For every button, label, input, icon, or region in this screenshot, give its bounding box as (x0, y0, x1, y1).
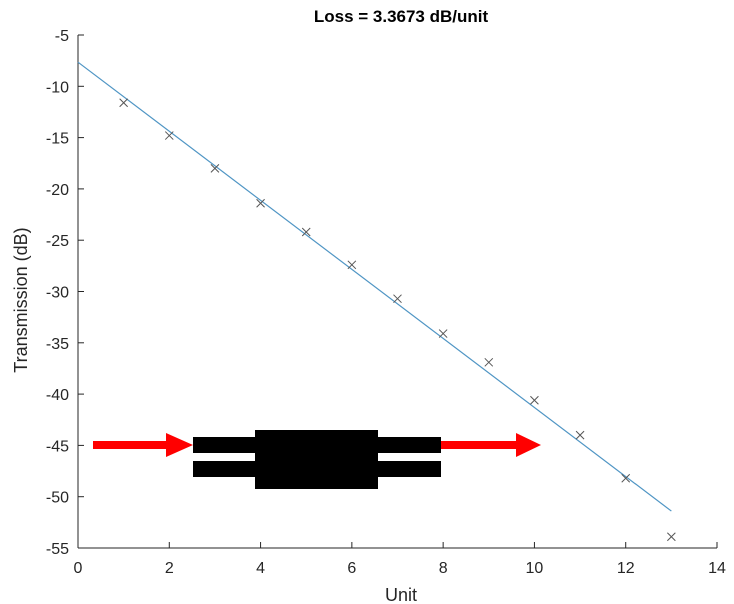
x-tick-label: 2 (165, 560, 174, 577)
x-tick-label: 10 (526, 560, 544, 577)
data-point (484, 357, 494, 367)
data-points (119, 98, 676, 542)
device-schematic (93, 430, 541, 489)
y-tick-label: -45 (46, 438, 69, 455)
x-tick-label: 0 (74, 560, 83, 577)
data-point (256, 198, 265, 208)
x-ticks: 0 2 4 6 8 10 12 14 (74, 542, 726, 577)
y-tick-label: -30 (46, 285, 69, 302)
waveguide-right-top (376, 437, 441, 453)
y-tick-label: -50 (46, 490, 69, 507)
data-point (575, 430, 585, 440)
y-tick-label: -20 (46, 182, 69, 199)
y-tick-label: -5 (55, 28, 69, 45)
plot-area: 0 2 4 6 8 10 12 14 -5-10-15-20-25-30-35-40-45-5… (46, 28, 726, 577)
y-ticks: -5 -10 -15 -20 -25 -30 -35 -40 -45 -50 -55 (46, 28, 84, 558)
data-point (347, 260, 357, 270)
waveguide-right-bottom (376, 461, 441, 477)
waveguide-left-top (193, 437, 258, 453)
data-point (621, 473, 631, 483)
y-tick-label: -55 (46, 541, 69, 558)
y-tick-label: -35 (46, 336, 69, 353)
x-tick-label: 6 (347, 560, 356, 577)
fit-line (77, 61, 672, 512)
x-tick-label: 12 (617, 560, 635, 577)
data-point (393, 294, 402, 304)
data-point (530, 395, 539, 405)
y-axis-label: Transmission (dB) (11, 227, 31, 372)
y-tick-label: -25 (46, 233, 69, 250)
y-tick-label: -10 (46, 79, 69, 96)
x-tick-label: 8 (439, 560, 448, 577)
input-arrow-head (166, 433, 193, 457)
y-tick-label: -15 (46, 131, 69, 148)
data-point (301, 227, 311, 237)
waveguide-left-bottom (193, 461, 258, 477)
chart-title: Loss = 3.3673 dB/unit (314, 7, 489, 26)
x-axis-label: Unit (385, 585, 417, 604)
x-tick-label: 4 (256, 560, 265, 577)
data-point (210, 164, 220, 173)
y-tick-label: -40 (46, 387, 69, 404)
output-arrow-shaft (441, 441, 520, 449)
output-arrow-head (516, 433, 541, 457)
device-body (255, 430, 378, 489)
data-point (667, 532, 676, 542)
x-tick-label: 14 (708, 560, 726, 577)
fit-line-layer (77, 61, 672, 512)
data-point (164, 131, 174, 140)
data-point (438, 329, 448, 338)
data-point (119, 98, 128, 108)
input-arrow-shaft (93, 441, 170, 449)
